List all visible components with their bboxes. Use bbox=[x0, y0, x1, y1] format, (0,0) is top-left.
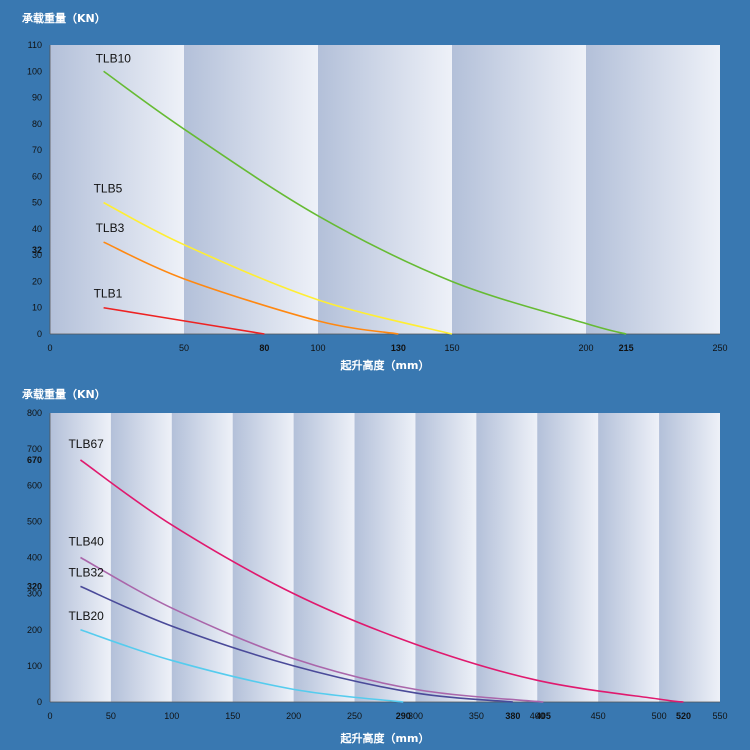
y-tick-label: 50 bbox=[32, 198, 42, 208]
series-label-tlb1: TLB1 bbox=[94, 287, 123, 301]
x-tick-label: 100 bbox=[164, 711, 179, 721]
series-label-tlb20: TLB20 bbox=[68, 609, 104, 623]
y-tick-label: 30 bbox=[32, 250, 42, 260]
x-tick-label: 350 bbox=[469, 711, 484, 721]
background-bands bbox=[50, 45, 720, 334]
x-tick-label: 150 bbox=[225, 711, 240, 721]
x-tick-label: 215 bbox=[619, 343, 634, 353]
x-tick-label: 150 bbox=[444, 343, 459, 353]
y-tick-label: 320 bbox=[27, 581, 42, 591]
background-bands bbox=[50, 413, 720, 702]
y-tick-label: 32 bbox=[32, 245, 42, 255]
y-tick-label: 100 bbox=[27, 66, 42, 76]
y-tick-label: 600 bbox=[27, 480, 42, 490]
x-tick-label: 100 bbox=[310, 343, 325, 353]
series-line-tlb10 bbox=[103, 70, 627, 335]
y-tick-label: 60 bbox=[32, 171, 42, 181]
background-band bbox=[318, 45, 452, 334]
series-label-tlb5: TLB5 bbox=[94, 182, 123, 196]
background-band bbox=[659, 413, 720, 702]
x-axis-title: 起升高度（mm） bbox=[340, 731, 430, 745]
series-label-tlb10: TLB10 bbox=[96, 51, 132, 65]
x-tick-label: 520 bbox=[676, 711, 691, 721]
background-band bbox=[537, 413, 599, 702]
background-band bbox=[452, 45, 586, 334]
y-tick-label: 80 bbox=[32, 119, 42, 129]
x-tick-label: 250 bbox=[347, 711, 362, 721]
x-tick-label: 450 bbox=[591, 711, 606, 721]
x-tick-label: 405 bbox=[536, 711, 551, 721]
y-tick-label: 90 bbox=[32, 93, 42, 103]
series-line-tlb67 bbox=[79, 459, 684, 703]
background-band bbox=[476, 413, 538, 702]
y-axis-title: 承载重量（KN） bbox=[22, 387, 106, 401]
x-tick-label: 200 bbox=[286, 711, 301, 721]
series-line-tlb5 bbox=[103, 201, 453, 335]
y-tick-label: 100 bbox=[27, 661, 42, 671]
y-tick-label: 400 bbox=[27, 553, 42, 563]
x-tick-label: 80 bbox=[259, 343, 269, 353]
background-band bbox=[354, 413, 416, 702]
x-tick-label: 500 bbox=[652, 711, 667, 721]
series-label-tlb32: TLB32 bbox=[68, 565, 104, 579]
background-band bbox=[171, 413, 233, 702]
y-tick-label: 500 bbox=[27, 516, 42, 526]
x-tick-label: 0 bbox=[47, 343, 52, 353]
y-tick-label: 70 bbox=[32, 145, 42, 155]
background-band bbox=[598, 413, 660, 702]
x-tick-label: 300 bbox=[408, 711, 423, 721]
y-tick-label: 700 bbox=[27, 444, 42, 454]
y-tick-label: 110 bbox=[28, 40, 42, 50]
x-tick-label: 290 bbox=[396, 711, 411, 721]
y-tick-label: 10 bbox=[32, 303, 42, 313]
x-tick-label: 550 bbox=[712, 711, 727, 721]
x-tick-label: 130 bbox=[391, 343, 406, 353]
x-tick-label: 380 bbox=[505, 711, 520, 721]
series-line-tlb3 bbox=[103, 241, 399, 335]
y-tick-label: 40 bbox=[32, 224, 42, 234]
background-band bbox=[415, 413, 477, 702]
x-tick-label: 400 bbox=[530, 711, 545, 721]
background-band bbox=[232, 413, 294, 702]
y-tick-label: 300 bbox=[27, 589, 42, 599]
y-tick-label: 20 bbox=[32, 276, 42, 286]
background-band bbox=[293, 413, 355, 702]
background-band bbox=[184, 45, 318, 334]
series-line-tlb20 bbox=[80, 628, 404, 703]
x-tick-label: 0 bbox=[47, 711, 52, 721]
y-tick-label: 800 bbox=[27, 408, 42, 418]
series-label-tlb67: TLB67 bbox=[68, 437, 104, 451]
y-tick-label: 0 bbox=[37, 697, 42, 707]
y-axis-title: 承载重量（KN） bbox=[22, 11, 106, 25]
y-tick-label: 0 bbox=[37, 329, 42, 339]
x-axis-title: 起升高度（mm） bbox=[340, 358, 430, 372]
background-band bbox=[50, 45, 184, 334]
x-tick-label: 50 bbox=[179, 343, 189, 353]
series-line-tlb40 bbox=[80, 556, 544, 703]
background-band bbox=[110, 413, 172, 702]
series-label-tlb40: TLB40 bbox=[68, 535, 104, 549]
y-tick-label: 670 bbox=[27, 455, 42, 465]
x-tick-label: 250 bbox=[712, 343, 727, 353]
series-line-tlb1 bbox=[103, 306, 265, 335]
x-tick-label: 200 bbox=[578, 343, 593, 353]
series-label-tlb3: TLB3 bbox=[96, 221, 125, 235]
y-tick-label: 200 bbox=[27, 625, 42, 635]
series-line-tlb32 bbox=[80, 585, 513, 703]
background-band bbox=[586, 45, 720, 334]
x-tick-label: 50 bbox=[106, 711, 116, 721]
